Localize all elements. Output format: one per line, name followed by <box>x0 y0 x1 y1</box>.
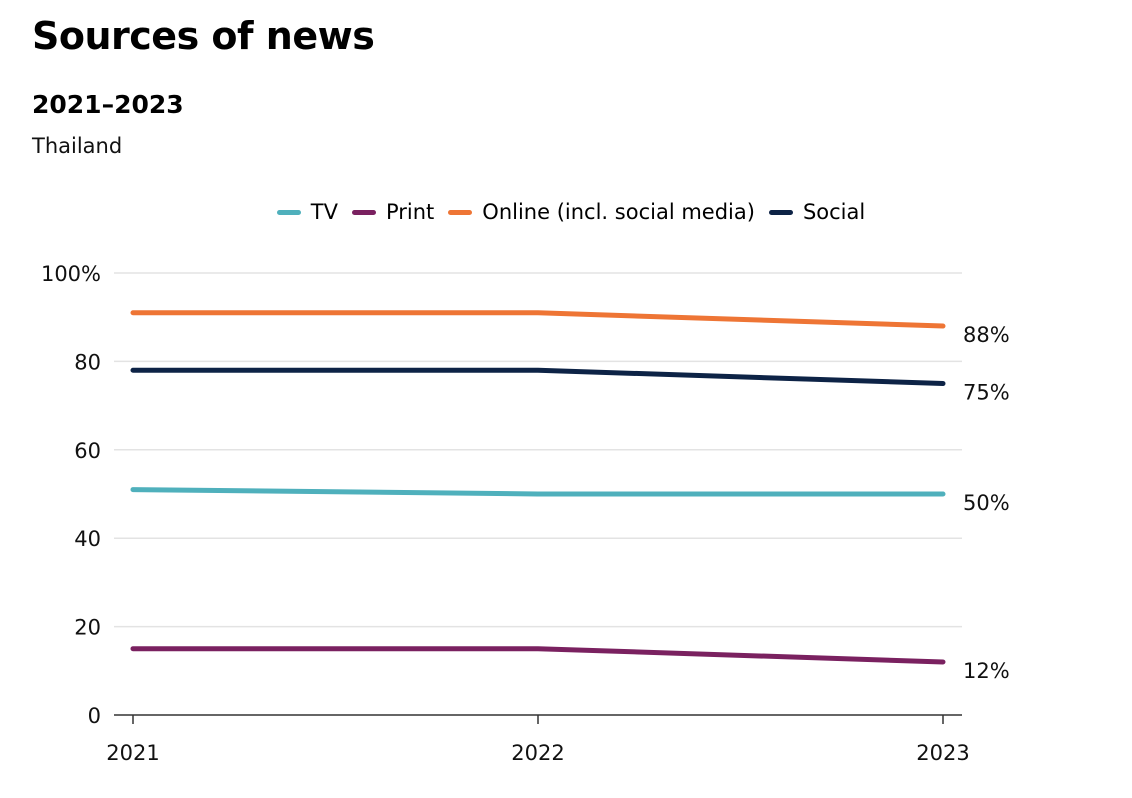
y-tick-label: 20 <box>74 616 101 640</box>
legend-swatch-print <box>351 209 376 215</box>
legend-item-online: Online (incl. social media) <box>448 200 755 224</box>
end-label-social: 75% <box>963 381 1010 405</box>
end-label-tv: 50% <box>963 491 1010 515</box>
gridlines <box>114 272 962 628</box>
y-tick-label: 60 <box>74 439 101 463</box>
x-axis: 2021 2022 2023 <box>106 714 970 765</box>
y-tick-label: 40 <box>74 527 101 551</box>
y-tick-label: 80 <box>74 350 101 374</box>
x-tick-label: 2021 <box>106 741 159 765</box>
end-label-online-incl-social-media: 88% <box>963 323 1010 347</box>
x-tick-label: 2023 <box>916 741 969 765</box>
series-line-social <box>130 367 946 386</box>
legend-item-tv: TV <box>276 200 338 224</box>
y-tick-label: 100% <box>41 262 101 286</box>
end-label-print: 12% <box>963 659 1010 683</box>
series-line-print <box>130 646 946 665</box>
legend-swatch-online <box>448 209 473 215</box>
legend-item-print: Print <box>351 200 435 224</box>
chart-legend: TV Print Online (incl. social media) Soc… <box>0 200 1132 224</box>
legend-label-social: Social <box>802 200 866 224</box>
legend-label-tv: TV <box>310 200 338 224</box>
chart-title: Sources of news <box>32 14 375 58</box>
y-axis: 0 20 40 60 80 100% <box>41 262 101 728</box>
x-tick-label: 2022 <box>511 741 564 765</box>
legend-swatch-social <box>768 209 793 215</box>
series-lines <box>130 310 946 665</box>
legend-label-print: Print <box>385 200 435 224</box>
legend-swatch-tv <box>276 209 301 215</box>
chart-region-note: Thailand <box>32 134 123 158</box>
end-labels: 50% 12% 88% 75% <box>963 323 1010 683</box>
chart-subtitle: 2021–2023 <box>32 90 184 119</box>
legend-label-online: Online (incl. social media) <box>482 200 755 224</box>
series-line-online-incl-social-media <box>130 310 946 329</box>
legend-item-social: Social <box>768 200 866 224</box>
y-tick-label: 0 <box>88 704 101 728</box>
series-line-tv <box>130 487 946 497</box>
